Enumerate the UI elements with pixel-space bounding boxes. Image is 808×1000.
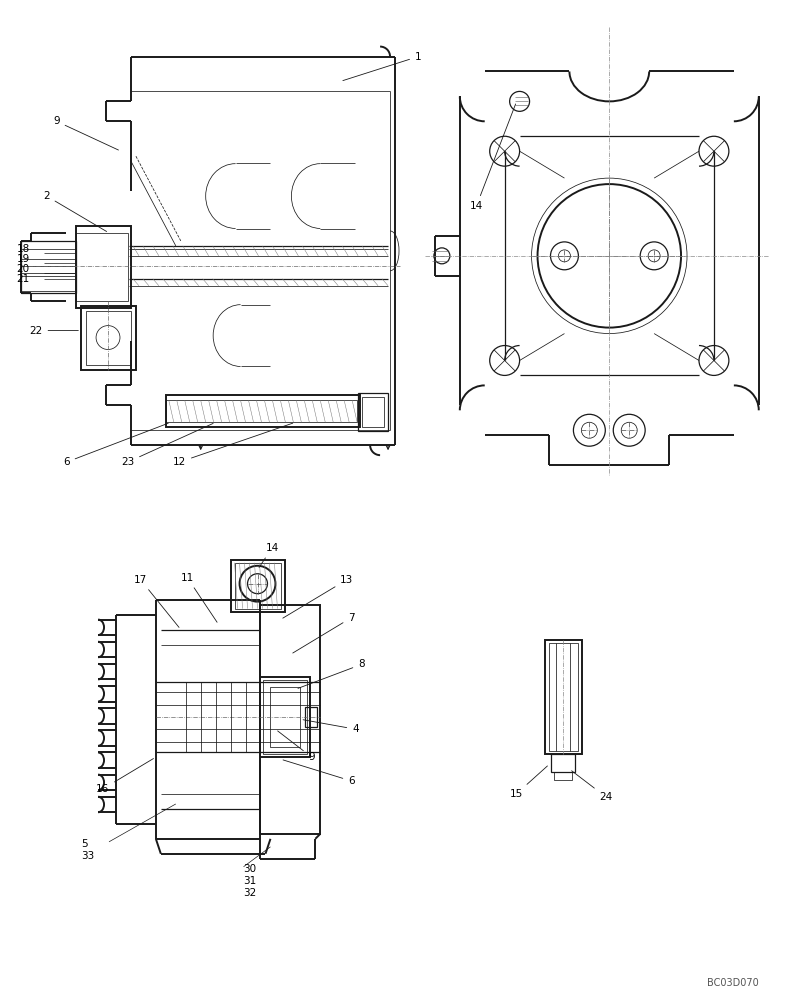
Text: 33: 33 <box>81 851 95 861</box>
Text: 31: 31 <box>243 876 257 886</box>
Bar <box>166 395 360 427</box>
Text: 20: 20 <box>16 264 29 274</box>
Bar <box>86 311 131 365</box>
Text: 18: 18 <box>16 244 30 254</box>
Text: 6: 6 <box>63 423 168 467</box>
Text: 2: 2 <box>44 191 107 232</box>
Bar <box>305 707 318 727</box>
Bar <box>21 276 76 291</box>
Bar <box>358 393 388 431</box>
Text: 14: 14 <box>259 543 279 567</box>
Text: 9: 9 <box>53 116 119 150</box>
Bar <box>260 677 310 757</box>
Text: 16: 16 <box>96 759 154 794</box>
Bar <box>81 306 136 370</box>
Bar <box>552 754 575 772</box>
Text: 17: 17 <box>134 575 179 627</box>
Bar <box>362 397 384 427</box>
Bar <box>230 560 285 612</box>
Bar <box>545 640 583 754</box>
Text: BC03D070: BC03D070 <box>707 978 759 988</box>
Text: 21: 21 <box>16 274 30 284</box>
Text: 30: 30 <box>243 864 257 874</box>
Text: 24: 24 <box>571 771 612 802</box>
Bar <box>549 643 579 751</box>
Text: 32: 32 <box>243 888 257 898</box>
Bar <box>260 605 320 834</box>
Bar <box>263 680 307 754</box>
Bar <box>76 233 128 301</box>
Text: 1: 1 <box>343 52 422 81</box>
Text: 7: 7 <box>292 613 355 653</box>
Text: 15: 15 <box>510 766 548 799</box>
Text: 6: 6 <box>283 760 355 786</box>
Text: 4: 4 <box>303 720 359 734</box>
Bar <box>166 400 357 422</box>
Bar <box>21 249 76 266</box>
Text: 5: 5 <box>81 839 88 849</box>
Text: 8: 8 <box>298 659 364 688</box>
Bar <box>554 772 572 780</box>
Text: 13: 13 <box>283 575 353 618</box>
Text: 19: 19 <box>16 254 30 264</box>
Bar <box>21 241 76 293</box>
Text: 9: 9 <box>278 731 315 762</box>
Text: 14: 14 <box>469 104 516 211</box>
Text: 12: 12 <box>173 423 292 467</box>
Text: 23: 23 <box>121 423 213 467</box>
Bar <box>234 563 281 609</box>
Text: 22: 22 <box>29 326 78 336</box>
Text: 11: 11 <box>181 573 217 622</box>
Bar <box>271 687 301 747</box>
Bar <box>76 226 131 308</box>
